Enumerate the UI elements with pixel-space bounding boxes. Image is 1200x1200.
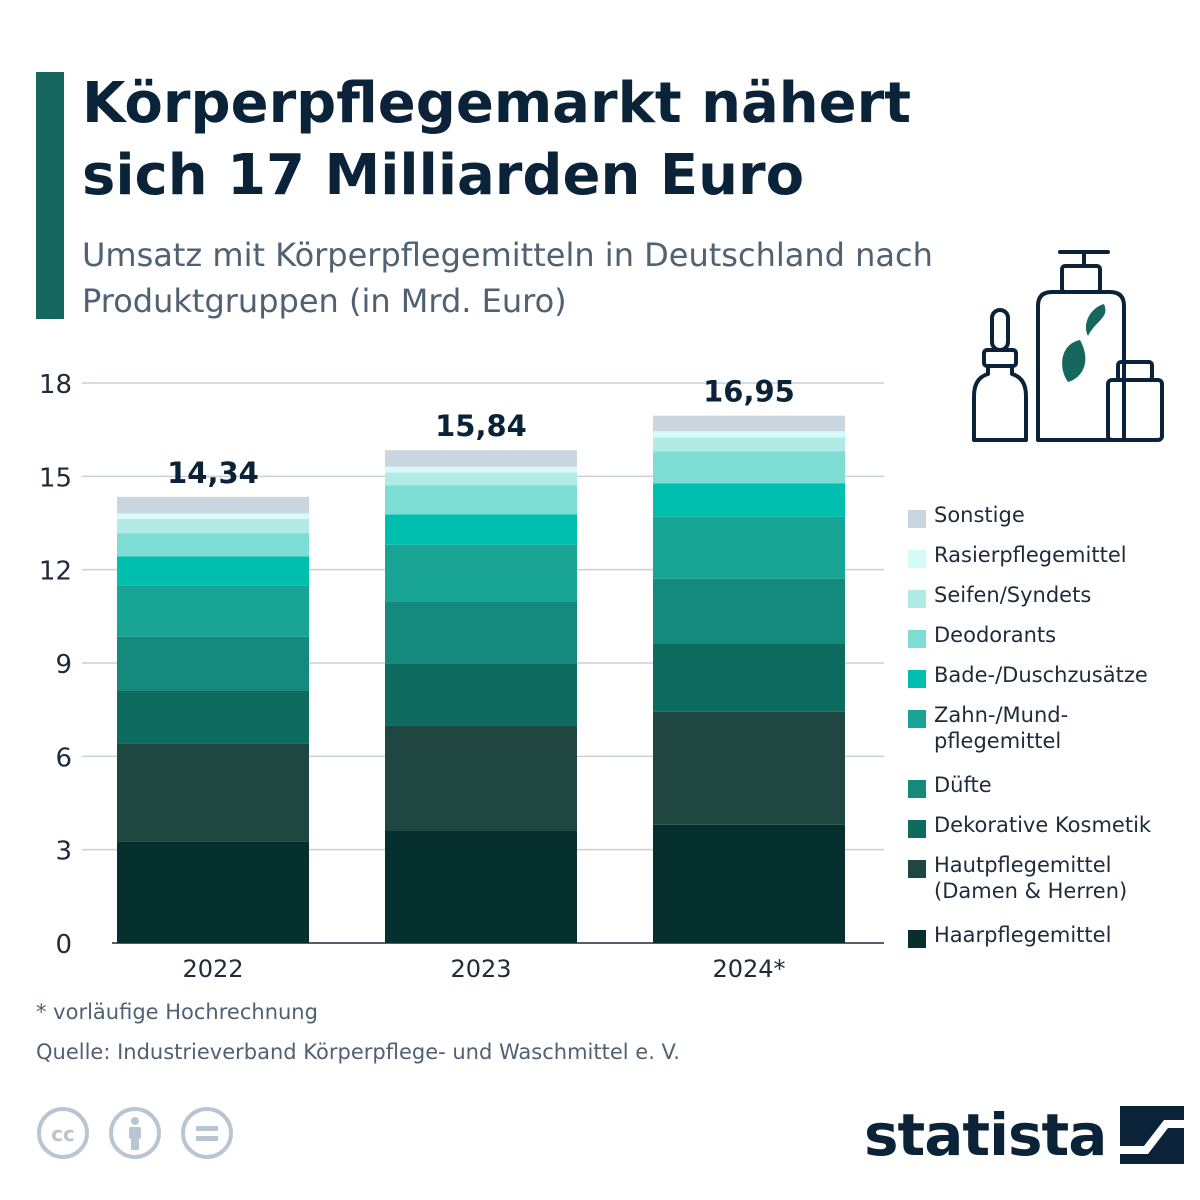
bar-segment xyxy=(385,602,577,664)
bar-segment xyxy=(385,831,577,943)
bar-segment xyxy=(385,725,577,831)
statista-logo-icon xyxy=(1120,1106,1185,1164)
y-tick-label: 15 xyxy=(39,463,72,493)
bar-segment xyxy=(653,516,845,579)
legend-swatch xyxy=(908,930,926,948)
bar-segment xyxy=(117,690,309,744)
total-label: 16,95 xyxy=(703,375,795,409)
legend-item: Seifen/Syndets xyxy=(908,582,1184,608)
legend-label: Düfte xyxy=(934,773,992,797)
legend-label: Hautpflegemittel (Damen & Herren) xyxy=(934,853,1128,903)
legend-item: Haarpflegemittel xyxy=(908,922,1184,948)
legend-item: Düfte xyxy=(908,772,1184,798)
legend-label: Deodorants xyxy=(934,623,1057,647)
bar-segment xyxy=(653,451,845,484)
legend-swatch xyxy=(908,510,926,528)
y-tick-label: 0 xyxy=(55,930,72,960)
cosmetic-bottles-icon xyxy=(972,250,1164,442)
statista-brand[interactable]: statista xyxy=(864,1100,1185,1170)
bar-segment xyxy=(385,544,577,603)
svg-text:cc: cc xyxy=(51,1122,75,1146)
total-labels: 14,34 15,84 16,95 xyxy=(167,375,795,490)
bar-segment xyxy=(653,483,845,517)
total-label: 14,34 xyxy=(167,456,259,490)
legend-label: Sonstige xyxy=(934,503,1025,527)
stacked-bar-chart: 0 3 6 9 12 15 18 14,34 15,84 16,95 2022 2023 2024* xyxy=(39,370,884,983)
cc-icon[interactable]: cc xyxy=(36,1106,90,1160)
bar-segment xyxy=(385,450,577,467)
bar-segment xyxy=(653,578,845,644)
brand-name: statista xyxy=(864,1101,1107,1169)
x-axis-tick-labels: 2022 2023 2024* xyxy=(182,955,785,983)
bar-stack xyxy=(385,450,577,943)
bar-segment xyxy=(385,466,577,473)
legend-item: Dekorative Kosmetik xyxy=(908,812,1184,838)
bar-segment xyxy=(385,514,577,545)
legend-item: Bade-/Duschzusätze xyxy=(908,662,1184,688)
source-note: Quelle: Industrieverband Körperpflege- u… xyxy=(36,1040,680,1064)
y-axis-tick-labels: 0 3 6 9 12 15 18 xyxy=(39,370,72,960)
footnote: * vorläufige Hochrechnung xyxy=(36,1000,318,1024)
legend-label: Zahn-/Mund-pflegemittel xyxy=(934,703,1069,753)
bar-segment xyxy=(117,841,309,943)
legend-swatch xyxy=(908,860,926,878)
legend-swatch xyxy=(908,820,926,838)
bar-segment xyxy=(653,824,845,943)
y-tick-label: 3 xyxy=(55,837,72,867)
license-icons: cc xyxy=(36,1106,234,1160)
bar-segment xyxy=(385,663,577,726)
legend-swatch xyxy=(908,710,926,728)
legend-item: Hautpflegemittel (Damen & Herren) xyxy=(908,852,1184,904)
legend-swatch xyxy=(908,780,926,798)
legend-swatch xyxy=(908,670,926,688)
bar-segment xyxy=(385,485,577,515)
bar-stack xyxy=(117,496,309,943)
legend-label: Rasierpflegemittel xyxy=(934,543,1127,567)
legend-label: Bade-/Duschzusätze xyxy=(934,663,1148,687)
bar-segment xyxy=(117,513,309,519)
legend-label: Seifen/Syndets xyxy=(934,583,1092,607)
total-label: 15,84 xyxy=(435,409,527,443)
chart-title: Körperpflegemarkt nähert sich 17 Milliar… xyxy=(82,71,911,208)
bar-segment xyxy=(653,643,845,712)
bar-segment xyxy=(653,415,845,432)
bar-segment xyxy=(117,496,309,514)
legend-swatch xyxy=(908,590,926,608)
y-tick-label: 18 xyxy=(39,370,72,400)
bar-stack xyxy=(653,415,845,943)
legend-label: Haarpflegemittel xyxy=(934,923,1112,947)
legend-item: Rasierpflegemittel xyxy=(908,542,1184,568)
y-tick-label: 6 xyxy=(55,743,72,773)
attribution-icon[interactable] xyxy=(108,1106,162,1160)
legend-item: Sonstige xyxy=(908,502,1184,528)
legend-swatch xyxy=(908,630,926,648)
legend-swatch xyxy=(908,550,926,568)
bar-segment xyxy=(117,636,309,691)
bar-segment xyxy=(653,437,845,452)
bar-segment xyxy=(385,472,577,486)
bar-segment xyxy=(117,518,309,534)
bars xyxy=(117,415,845,943)
y-tick-label: 12 xyxy=(39,557,72,587)
x-tick-label: 2023 xyxy=(450,955,511,983)
bar-segment xyxy=(117,556,309,586)
legend-item: Zahn-/Mund-pflegemittel xyxy=(908,702,1184,754)
bar-segment xyxy=(117,585,309,637)
legend-item: Deodorants xyxy=(908,622,1184,648)
legend-label: Dekorative Kosmetik xyxy=(934,813,1152,837)
no-derivatives-icon[interactable] xyxy=(180,1106,234,1160)
bar-segment xyxy=(653,711,845,825)
bar-segment xyxy=(117,533,309,557)
bar-segment xyxy=(653,431,845,438)
chart-subtitle: Umsatz mit Körperpflegemitteln in Deutsc… xyxy=(82,236,933,320)
bar-segment xyxy=(117,743,309,842)
y-tick-label: 9 xyxy=(55,650,72,680)
x-tick-label: 2022 xyxy=(182,955,243,983)
x-tick-label: 2024* xyxy=(712,955,785,983)
title-accent-bar xyxy=(36,72,64,319)
